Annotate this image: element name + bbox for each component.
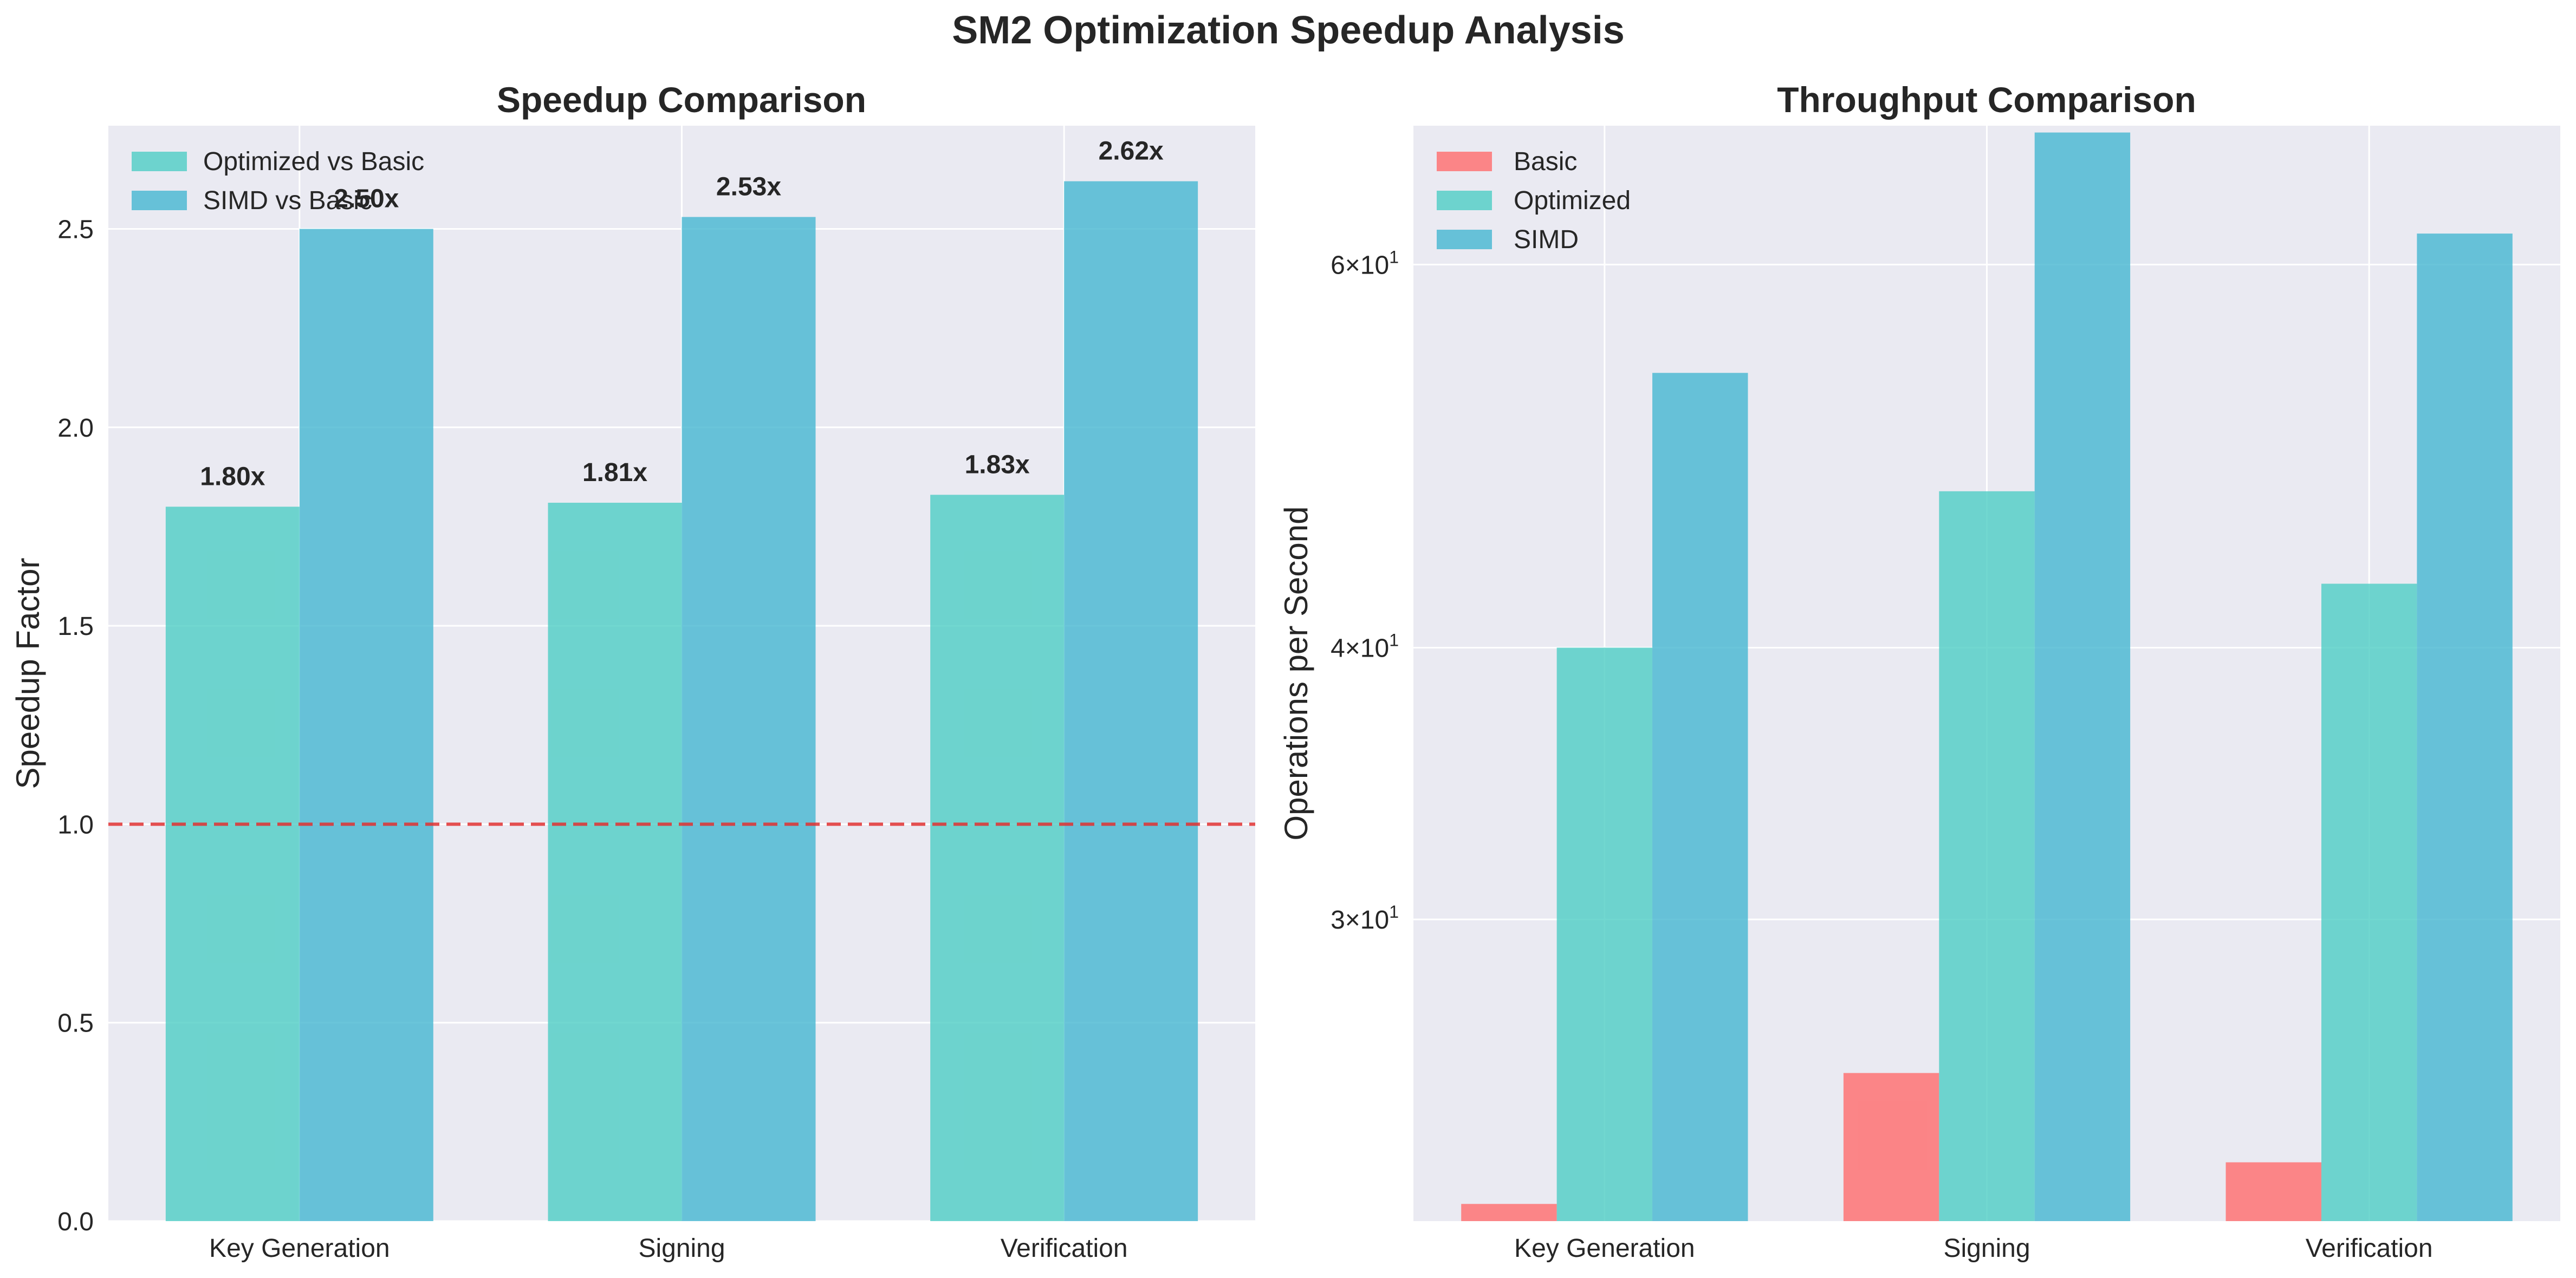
throughput-bar-simd-verification [2417,233,2513,1222]
speedup-legend: Optimized vs Basic SIMD vs Basic [132,147,424,215]
speedup-data-label: 2.50x [334,184,399,213]
speedup-x-ticks: Key Generation Signing Verification [209,1234,1128,1263]
throughput-legend-swatch [1437,230,1492,249]
throughput-y-tick-label: 6×101 [1331,247,1399,280]
throughput-legend-label: SIMD [1514,225,1579,254]
throughput-y-ticks: 3×101 4×101 6×101 [1331,247,1399,935]
throughput-bar-optimized-key-generation [1556,647,1653,1221]
speedup-data-label: 1.80x [200,462,265,491]
speedup-data-label: 2.62x [1099,137,1164,166]
throughput-x-tick-label: Signing [1943,1234,2030,1263]
throughput-legend-swatch [1437,152,1492,171]
speedup-y-tick-label: 1.5 [57,612,94,641]
speedup-y-ticks: 0.0 0.5 1.0 1.5 2.0 2.5 [57,215,94,1236]
throughput-y-tick-label: 4×101 [1331,630,1399,663]
speedup-bar-optimized-vs-basic-verification [930,495,1065,1221]
throughput-bar-basic-key-generation [1461,1204,1557,1221]
speedup-y-tick-label: 0.5 [57,1009,94,1038]
throughput-legend-label: Basic [1514,147,1577,176]
throughput-x-tick-label: Verification [2306,1234,2433,1263]
speedup-bar-optimized-vs-basic-signing [548,502,682,1221]
speedup-chart-title: Speedup Comparison [497,80,866,120]
figure-title: SM2 Optimization Speedup Analysis [952,9,1625,52]
throughput-bar-optimized-signing [1939,491,2035,1222]
speedup-legend-swatch [132,191,187,210]
speedup-bar-optimized-vs-basic-key-generation [165,507,300,1221]
speedup-legend-swatch [132,152,187,171]
throughput-chart-title: Throughput Comparison [1777,80,2196,120]
speedup-y-tick-label: 0.0 [57,1208,94,1236]
throughput-legend: Basic Optimized SIMD [1437,147,1631,254]
throughput-bar-simd-key-generation [1652,373,1748,1221]
throughput-y-tick-label: 3×101 [1331,902,1399,935]
speedup-y-tick-label: 2.0 [57,414,94,443]
throughput-bar-optimized-verification [2321,583,2417,1221]
speedup-y-tick-label: 2.5 [57,215,94,244]
throughput-bar-simd-signing [2034,132,2131,1222]
throughput-x-ticks: Key Generation Signing Verification [1514,1234,2433,1263]
speedup-bar-simd-vs-basic-verification [1064,181,1198,1222]
speedup-x-tick-label: Signing [638,1234,725,1263]
speedup-y-axis-label: Speedup Factor [10,558,46,789]
speedup-y-tick-label: 1.0 [57,810,94,839]
throughput-y-axis-label: Operations per Second [1278,506,1314,840]
speedup-data-label: 2.53x [716,173,781,202]
speedup-data-labels: 1.80x 1.81x 1.83x 2.50x 2.53x 2.62x [200,137,1164,491]
throughput-legend-label: Optimized [1514,186,1631,215]
speedup-x-tick-label: Key Generation [209,1234,390,1263]
throughput-x-tick-label: Key Generation [1514,1234,1695,1263]
throughput-panel: 3×101 4×101 6×101 Key Generation Signing Ver… [1278,80,2560,1263]
speedup-legend-label: Optimized vs Basic [203,147,424,176]
speedup-x-tick-label: Verification [1001,1234,1128,1263]
speedup-bar-simd-vs-basic-key-generation [299,229,433,1221]
speedup-panel: 1.80x 1.81x 1.83x 2.50x 2.53x 2.62x 0.0 0.5 1.0… [10,80,1255,1263]
speedup-data-label: 1.83x [965,450,1030,479]
throughput-legend-swatch [1437,191,1492,210]
speedup-bars [165,181,1198,1222]
throughput-bars [1461,132,2513,1222]
speedup-data-label: 1.81x [582,458,647,487]
speedup-legend-label: SIMD vs Basic [203,186,372,215]
speedup-bar-simd-vs-basic-signing [682,217,816,1221]
throughput-bar-basic-signing [1843,1073,1939,1221]
throughput-bar-basic-verification [2225,1162,2321,1221]
